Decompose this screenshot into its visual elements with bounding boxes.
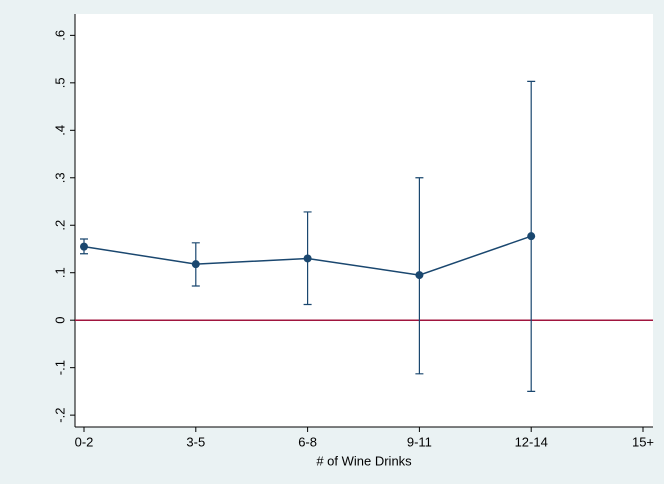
x-tick-label: 0-2: [75, 434, 94, 449]
x-tick-label: 6-8: [298, 434, 317, 449]
y-tick-label: .6: [52, 30, 67, 41]
x-tick-label: 15+: [632, 434, 654, 449]
y-tick-label: 0: [52, 317, 67, 324]
x-tick-label: 12-14: [515, 434, 548, 449]
x-tick-label: 9-11: [407, 434, 432, 449]
plot-region: [75, 14, 653, 427]
point: [80, 242, 88, 251]
y-tick-label: .4: [52, 125, 67, 136]
point: [303, 254, 312, 263]
point: [415, 271, 424, 280]
y-tick-label: .2: [52, 220, 67, 231]
y-tick-label: -.1: [52, 360, 67, 375]
y-tick-label: .3: [52, 172, 67, 183]
x-tick-label: 3-5: [186, 434, 205, 449]
y-tick-label: .5: [52, 77, 67, 88]
y-tick-label: -.2: [52, 408, 67, 423]
point: [527, 232, 536, 241]
point: [191, 260, 200, 269]
y-tick-label: .1: [52, 267, 67, 278]
x-axis-label: # of Wine Drinks: [316, 453, 412, 468]
